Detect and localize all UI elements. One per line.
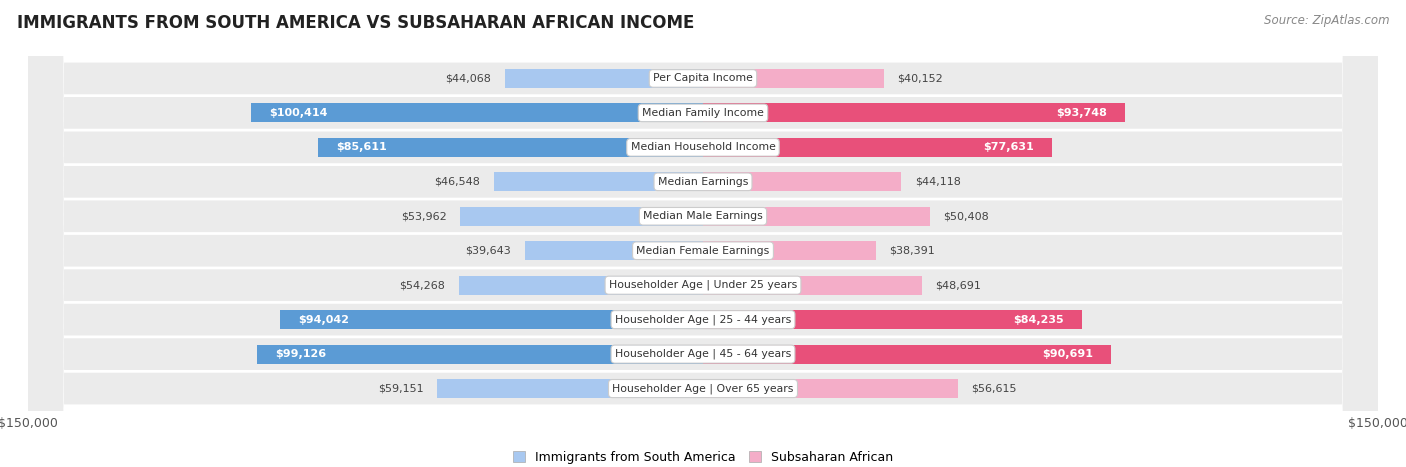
FancyBboxPatch shape	[28, 0, 1378, 467]
Text: Median Earnings: Median Earnings	[658, 177, 748, 187]
Bar	[703, 103, 1125, 122]
Text: Median Household Income: Median Household Income	[630, 142, 776, 152]
Bar	[458, 276, 703, 295]
Text: $44,118: $44,118	[915, 177, 960, 187]
Bar	[437, 379, 703, 398]
Text: $56,615: $56,615	[972, 383, 1017, 394]
Text: $53,962: $53,962	[401, 211, 447, 221]
Text: $39,643: $39,643	[465, 246, 512, 256]
Text: $46,548: $46,548	[434, 177, 479, 187]
Legend: Immigrants from South America, Subsaharan African: Immigrants from South America, Subsahara…	[508, 446, 898, 467]
Bar	[703, 207, 929, 226]
Bar	[252, 103, 703, 122]
Bar	[703, 241, 876, 260]
Bar	[703, 69, 883, 88]
Text: Per Capita Income: Per Capita Income	[652, 73, 754, 84]
Text: Median Family Income: Median Family Income	[643, 108, 763, 118]
Text: $59,151: $59,151	[378, 383, 423, 394]
FancyBboxPatch shape	[28, 0, 1378, 467]
Text: IMMIGRANTS FROM SOUTH AMERICA VS SUBSAHARAN AFRICAN INCOME: IMMIGRANTS FROM SOUTH AMERICA VS SUBSAHA…	[17, 14, 695, 32]
Text: Householder Age | 45 - 64 years: Householder Age | 45 - 64 years	[614, 349, 792, 359]
Text: $77,631: $77,631	[984, 142, 1035, 152]
Text: $90,691: $90,691	[1042, 349, 1092, 359]
Bar	[703, 310, 1083, 329]
Bar	[703, 172, 901, 191]
Bar	[524, 241, 703, 260]
Bar	[318, 138, 703, 157]
Text: $85,611: $85,611	[336, 142, 387, 152]
Bar	[703, 345, 1111, 364]
Text: $44,068: $44,068	[446, 73, 491, 84]
Text: $50,408: $50,408	[943, 211, 988, 221]
Text: $94,042: $94,042	[298, 315, 349, 325]
Text: Median Male Earnings: Median Male Earnings	[643, 211, 763, 221]
FancyBboxPatch shape	[28, 0, 1378, 467]
Text: $100,414: $100,414	[269, 108, 328, 118]
Bar	[703, 379, 957, 398]
Text: $54,268: $54,268	[399, 280, 446, 290]
FancyBboxPatch shape	[28, 0, 1378, 467]
FancyBboxPatch shape	[28, 0, 1378, 467]
FancyBboxPatch shape	[28, 0, 1378, 467]
Bar	[505, 69, 703, 88]
Text: $48,691: $48,691	[935, 280, 981, 290]
Text: $38,391: $38,391	[889, 246, 935, 256]
Bar	[703, 138, 1052, 157]
Text: Householder Age | Over 65 years: Householder Age | Over 65 years	[612, 383, 794, 394]
Text: Householder Age | 25 - 44 years: Householder Age | 25 - 44 years	[614, 314, 792, 325]
Text: $99,126: $99,126	[276, 349, 326, 359]
Bar	[703, 276, 922, 295]
Bar	[460, 207, 703, 226]
Bar	[257, 345, 703, 364]
FancyBboxPatch shape	[28, 0, 1378, 467]
FancyBboxPatch shape	[28, 0, 1378, 467]
Text: $84,235: $84,235	[1014, 315, 1064, 325]
Text: Median Female Earnings: Median Female Earnings	[637, 246, 769, 256]
Text: Householder Age | Under 25 years: Householder Age | Under 25 years	[609, 280, 797, 290]
Text: $93,748: $93,748	[1056, 108, 1107, 118]
Text: $40,152: $40,152	[897, 73, 943, 84]
FancyBboxPatch shape	[28, 0, 1378, 467]
Bar	[494, 172, 703, 191]
FancyBboxPatch shape	[28, 0, 1378, 467]
Bar	[280, 310, 703, 329]
Text: Source: ZipAtlas.com: Source: ZipAtlas.com	[1264, 14, 1389, 27]
